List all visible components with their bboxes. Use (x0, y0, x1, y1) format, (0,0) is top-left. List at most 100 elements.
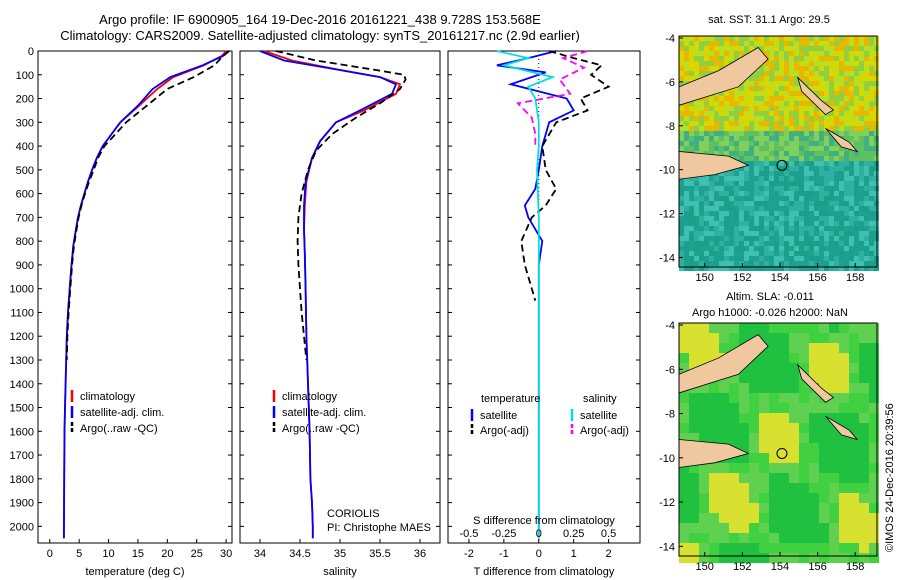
lat-tick-label: -8 (665, 121, 675, 133)
y-tick-label: 1400 (10, 379, 34, 391)
x-tick-label: 35 (334, 548, 346, 560)
plot-frame (37, 50, 233, 544)
lat-tick-label: -10 (659, 453, 675, 465)
x-tick-label-s: -0.5 (459, 528, 478, 540)
x-axis-label: temperature (deg C) (85, 566, 184, 578)
y-tick-label: 600 (16, 189, 34, 201)
chart-title-line1: Argo profile: IF 6900905_164 19-Dec-2016… (99, 12, 541, 27)
x-tick-label: 25 (191, 548, 203, 560)
lat-tick-label: -14 (659, 541, 675, 553)
lon-tick-label: 152 (733, 561, 751, 573)
land-island (825, 128, 859, 153)
x-tick-label-s: 0.25 (563, 528, 584, 540)
lon-tick-label: 156 (808, 561, 826, 573)
legend-label: Argo(..raw -QC) (80, 423, 158, 435)
x-tick-label: 34.5 (289, 548, 310, 560)
lat-tick-label: -6 (665, 364, 675, 376)
legend-title-temperature: temperature (481, 393, 540, 405)
land-island (825, 415, 859, 441)
x-axis-label: salinity (323, 566, 357, 578)
x-tick-label: 5 (76, 548, 82, 560)
lon-tick-label: 150 (696, 272, 714, 284)
chart-title-line2: Climatology: CARS2009. Satellite-adjuste… (60, 28, 580, 43)
y-tick-label: 800 (16, 236, 34, 248)
lon-tick-label: 158 (846, 561, 864, 573)
x-tick-label: 0 (536, 548, 542, 560)
lat-tick-label: -12 (659, 209, 675, 221)
legend-label: satellite-adj. clim. (282, 407, 366, 419)
y-tick-label: 700 (16, 212, 34, 224)
sla-map-title-line1: Altim. SLA: -0.011 (726, 291, 814, 303)
y-tick-label: 1100 (10, 307, 34, 319)
series-line-3 (275, 50, 407, 361)
y-tick-label: 400 (16, 141, 34, 153)
map-frame (678, 35, 878, 268)
sst-map-title: sat. SST: 31.1 Argo: 29.5 (708, 14, 830, 26)
lon-tick-label: 158 (846, 272, 864, 284)
y-tick-label: 100 (16, 70, 34, 82)
x-tick-label-s: 0.5 (601, 528, 616, 540)
lat-tick-label: -4 (665, 320, 675, 332)
x-tick-label-s: -0.25 (491, 528, 516, 540)
y-tick-label: 1700 (10, 450, 34, 462)
legend-label: Argo(-adj) (580, 425, 629, 437)
lat-tick-label: -4 (665, 33, 675, 45)
y-tick-label: 0 (28, 46, 34, 58)
legend-label: Argo(-adj) (480, 425, 529, 437)
legend-label: climatology (80, 391, 136, 403)
series-line-2 (520, 50, 611, 301)
lon-tick-label: 154 (771, 561, 789, 573)
sla-map-title-line2: Argo h1000: -0.026 h2000: NaN (692, 307, 848, 319)
legend-label: climatology (282, 391, 338, 403)
map-panel-1 (678, 35, 879, 271)
profile-panel-2 (239, 50, 441, 544)
annotation-line2: PI: Christophe MAES (327, 522, 431, 534)
x-tick-label: 36 (414, 548, 426, 560)
lat-tick-label: -14 (659, 252, 675, 264)
x-tick-label: 34 (254, 548, 266, 560)
x-axis-label-s: S difference from climatology (473, 515, 615, 527)
lat-tick-label: -12 (659, 497, 675, 509)
lat-tick-label: -8 (665, 409, 675, 421)
y-tick-label: 1500 (10, 403, 34, 415)
x-tick-label: 35.5 (369, 548, 390, 560)
y-tick-label: 1800 (10, 474, 34, 486)
x-tick-label: 2 (606, 548, 612, 560)
y-tick-label: 500 (16, 165, 34, 177)
x-tick-label: 0 (47, 548, 53, 560)
x-tick-label: -2 (464, 548, 474, 560)
x-tick-label: -1 (499, 548, 509, 560)
x-tick-label: 10 (102, 548, 114, 560)
lon-tick-label: 152 (733, 272, 751, 284)
x-tick-label-s: 0 (536, 528, 542, 540)
series-line-3 (65, 50, 230, 361)
legend-label: satellite (580, 410, 617, 422)
x-axis-label: T difference from climatology (474, 566, 615, 578)
y-tick-label: 2000 (10, 521, 34, 533)
lon-tick-label: 156 (808, 272, 826, 284)
map-panel-2 (678, 322, 879, 563)
land-island (797, 76, 835, 116)
legend-label: satellite-adj. clim. (80, 407, 164, 419)
lon-tick-label: 150 (696, 561, 714, 573)
legend-label: Argo(..raw -QC) (282, 423, 360, 435)
y-tick-label: 1000 (10, 284, 34, 296)
y-tick-label: 1200 (10, 331, 34, 343)
y-tick-label: 1900 (10, 498, 34, 510)
y-tick-label: 1300 (10, 355, 34, 367)
land-island (797, 363, 835, 403)
y-tick-label: 1600 (10, 426, 34, 438)
legend-label: satellite (480, 410, 517, 422)
x-tick-label: 1 (571, 548, 577, 560)
map-frame (678, 322, 878, 557)
y-tick-label: 300 (16, 117, 34, 129)
plot-frame (447, 50, 641, 544)
x-tick-label: 20 (161, 548, 173, 560)
profile-panel-1 (37, 50, 233, 544)
legend-title-salinity: salinity (583, 393, 617, 405)
series-line-4 (515, 50, 588, 147)
lat-tick-label: -10 (659, 165, 675, 177)
annotation-line1: CORIOLIS (327, 508, 380, 520)
x-tick-label: 15 (132, 548, 144, 560)
